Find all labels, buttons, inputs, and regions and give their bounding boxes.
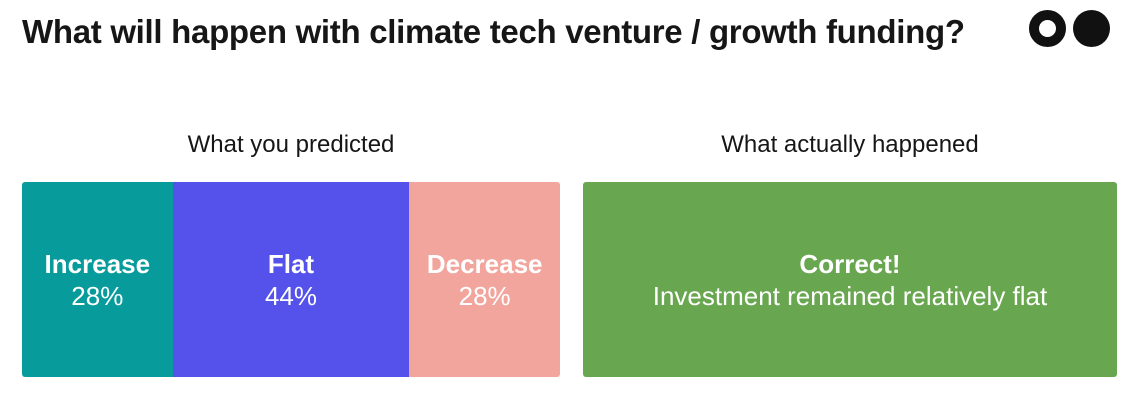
actual-column: What actually happened Correct! Investme… (583, 131, 1117, 377)
actual-result-title: Correct! (799, 248, 901, 279)
segment-label: Decrease (426, 248, 543, 279)
ring-circle-icon (1029, 10, 1066, 47)
segment-value: 44% (264, 280, 317, 311)
predicted-column: What you predicted Increase 28% Flat 44% Dec… (22, 131, 560, 377)
predicted-column-label: What you predicted (187, 131, 395, 158)
segment-label: Flat (267, 248, 315, 279)
segment-increase: Increase 28% (22, 182, 173, 377)
segment-decrease: Decrease 28% (409, 182, 560, 377)
segment-flat: Flat 44% (172, 182, 410, 377)
actual-column-label: What actually happened (721, 131, 979, 158)
filled-circle-icon (1073, 10, 1110, 47)
segment-label: Increase (44, 248, 151, 279)
segment-value: 28% (458, 280, 511, 311)
actual-bar: Correct! Investment remained relatively … (583, 182, 1117, 377)
brand-logo (1029, 10, 1110, 47)
actual-result-text: Investment remained relatively flat (652, 280, 1048, 311)
page-title: What will happen with climate tech ventu… (22, 13, 965, 50)
predicted-bar: Increase 28% Flat 44% Decrease 28% (22, 182, 560, 377)
segment-value: 28% (71, 280, 124, 311)
